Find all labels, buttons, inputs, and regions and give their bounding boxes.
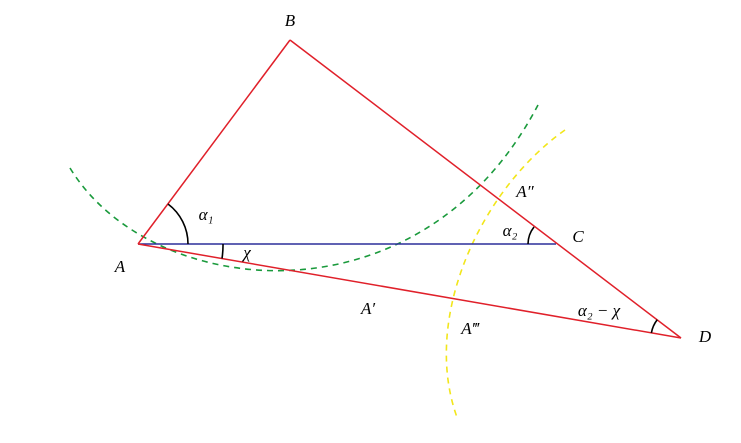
point-label: A′ [360, 299, 375, 318]
angle-arc [650, 319, 658, 334]
point-label: C [572, 227, 584, 246]
point-label: A″ [515, 182, 534, 201]
angle-arc [221, 243, 224, 259]
angle-label: χ [241, 243, 251, 262]
yellow-arc [445, 129, 566, 421]
green-arc [69, 104, 539, 272]
angle-label: α₂ − χ [578, 301, 621, 320]
point-label: B [285, 11, 296, 30]
angle-arc [167, 203, 189, 245]
angle-label: α₁ [199, 205, 214, 224]
angle-label: α₂ [503, 221, 518, 240]
angle-arc [527, 226, 535, 245]
segment-ad [137, 243, 682, 339]
point-label: D [698, 327, 712, 346]
point-label: A‴ [460, 319, 479, 338]
segment-ab [137, 39, 291, 245]
point-label: A [114, 257, 126, 276]
segment-bd [289, 39, 682, 339]
